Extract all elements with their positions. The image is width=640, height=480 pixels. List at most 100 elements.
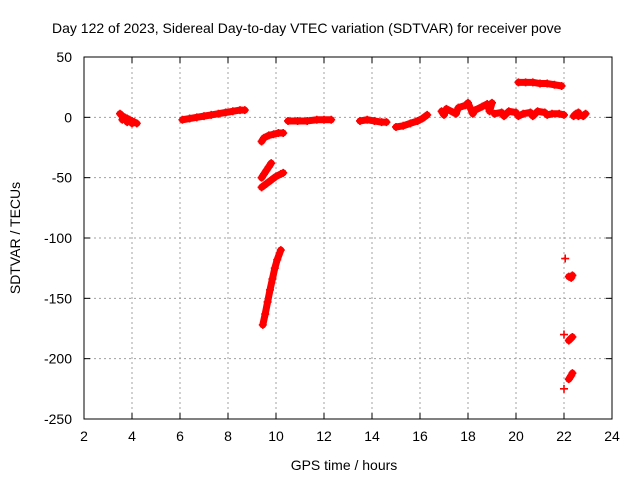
- data-point: [192, 113, 201, 122]
- data-series-arc-1: [116, 109, 141, 128]
- data-point: [262, 179, 271, 188]
- data-point: [132, 119, 141, 128]
- data-series-arc-9: [392, 110, 432, 131]
- data-point: [370, 116, 379, 125]
- chart-title: Day 122 of 2023, Sidereal Day-to-day VTE…: [52, 20, 562, 36]
- x-tick-label: 2: [80, 428, 88, 444]
- data-point: [500, 112, 508, 121]
- data-point: [284, 116, 292, 125]
- data-point: [263, 297, 272, 306]
- data-point: [488, 98, 496, 107]
- x-tick-label: 6: [176, 428, 184, 444]
- data-series-arc-15: [564, 271, 577, 282]
- data-point: [568, 271, 577, 280]
- data-point: [303, 116, 312, 125]
- x-tick-label: 16: [412, 428, 428, 444]
- data-point: [399, 121, 408, 130]
- data-point: [528, 112, 537, 121]
- data-point: [356, 116, 364, 125]
- x-tick-label: 12: [316, 428, 332, 444]
- data-point: [536, 79, 544, 88]
- data-point: [555, 109, 564, 118]
- y-tick-label: 0: [64, 109, 72, 125]
- data-series-arc-18: [564, 369, 577, 384]
- data-series-arc-3: [257, 129, 288, 146]
- data-point: [543, 79, 552, 88]
- y-tick-label: -250: [44, 411, 72, 427]
- data-point: [543, 110, 552, 119]
- data-point: [270, 264, 279, 273]
- data-point: [442, 104, 451, 113]
- data-point: [567, 334, 576, 343]
- data-point: [392, 122, 400, 131]
- data-point: [257, 183, 266, 192]
- data-series-arc-13: [569, 108, 590, 121]
- x-tick-label: 10: [268, 428, 284, 444]
- y-tick-label: -100: [44, 230, 72, 246]
- data-point: [423, 110, 432, 119]
- data-point: [260, 133, 268, 142]
- y-tick-label: 50: [56, 49, 72, 65]
- data-point: [568, 369, 577, 378]
- x-tick-label: 14: [364, 428, 380, 444]
- x-tick-label: 18: [460, 428, 476, 444]
- data-point: [452, 109, 460, 118]
- data-point: [240, 106, 249, 115]
- data-point: [214, 109, 223, 118]
- data-point: [312, 115, 321, 124]
- y-tick-label: -150: [44, 290, 72, 306]
- data-series-arc-8: [356, 115, 391, 127]
- data-point: [273, 255, 282, 264]
- data-point: [521, 78, 530, 87]
- axis-ticks: 2 4 6 8 10 12 14 16 18 20 22 24-250-200-150-100-500…: [44, 49, 620, 444]
- data-series-arc-16: [560, 330, 568, 339]
- data-series-arc-11: [490, 107, 568, 121]
- data-point: [327, 115, 336, 124]
- x-tick-label: 24: [604, 428, 620, 444]
- data-point: [490, 109, 499, 118]
- data-point: [382, 118, 391, 127]
- data-series-arc-2: [178, 106, 249, 124]
- data-point: [561, 254, 570, 263]
- data-point: [228, 107, 237, 116]
- data-point: [258, 320, 267, 329]
- data-point: [550, 80, 559, 89]
- data-point: [548, 109, 556, 118]
- data-series-arc-4: [257, 159, 276, 182]
- data-point: [264, 131, 273, 140]
- data-point: [266, 285, 274, 294]
- data-point: [557, 81, 566, 90]
- data-point: [418, 114, 427, 123]
- data-point: [185, 114, 194, 123]
- data-point: [276, 246, 285, 255]
- data-point: [471, 106, 480, 115]
- data-point: [440, 110, 448, 119]
- data-point: [279, 168, 288, 177]
- data-point: [464, 98, 472, 107]
- data-point: [514, 112, 523, 121]
- data-point: [560, 384, 568, 393]
- data-point: [320, 115, 328, 124]
- data-point: [268, 275, 277, 284]
- data-points: [116, 78, 590, 393]
- data-point: [568, 332, 577, 341]
- y-tick-label: -50: [52, 170, 72, 186]
- x-tick-label: 8: [224, 428, 232, 444]
- data-point: [478, 102, 487, 111]
- data-series-arc-17: [564, 332, 577, 345]
- data-series-arc-19: [560, 384, 568, 393]
- x-tick-label: 4: [128, 428, 136, 444]
- x-tick-label: 22: [556, 428, 572, 444]
- data-point: [504, 107, 513, 116]
- y-tick-label: -200: [44, 351, 72, 367]
- data-point: [269, 130, 278, 139]
- data-point: [272, 172, 280, 181]
- data-series-arc-7: [284, 115, 336, 125]
- data-point: [454, 103, 463, 112]
- y-axis-label: SDTVAR / TECUs: [7, 182, 23, 294]
- data-point: [293, 116, 302, 125]
- data-point: [261, 310, 270, 319]
- data-point: [528, 78, 537, 87]
- data-point: [560, 110, 568, 119]
